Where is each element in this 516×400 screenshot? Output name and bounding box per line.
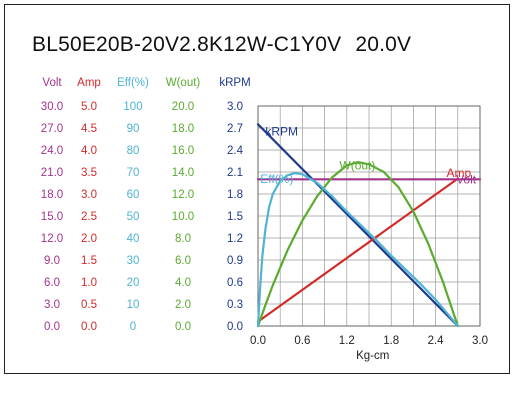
axis-tick-label: 18.0 [172, 123, 194, 135]
axis-tick-label: 20.0 [172, 101, 194, 113]
axis-tick-label: 18.0 [41, 189, 63, 201]
axis-tick-label: 2.4 [227, 145, 244, 157]
axis-tick-label: 10 [127, 299, 140, 311]
series-label-wout: W(out) [339, 159, 375, 173]
axis-tick-label: 4.0 [81, 145, 97, 157]
series-line-krpm [256, 123, 459, 328]
axis-tick-label: 1.2 [227, 233, 243, 245]
axis-tick-label: 0.5 [81, 299, 97, 311]
axis-tick-label: 0.3 [227, 299, 243, 311]
x-tick-label: 1.2 [339, 335, 355, 347]
axis-tick-label: 90 [127, 123, 140, 135]
axis-tick-label: 3.0 [227, 101, 243, 113]
series-label-krpm: kRPM [265, 124, 298, 138]
axis-tick-label: 2.0 [175, 299, 191, 311]
axis-tick-label: 2.1 [227, 167, 243, 179]
axis-tick-label: 8.0 [175, 233, 191, 245]
series-label-eff: Eff(%) [260, 172, 293, 186]
x-tick-label: 3.0 [472, 335, 488, 347]
axis-tick-label: 0.6 [227, 277, 243, 289]
axis-header-wout: W(out) [166, 77, 201, 89]
axis-tick-label: 14.0 [172, 167, 194, 179]
axis-tick-label: 24.0 [41, 145, 63, 157]
axis-tick-label: 30 [127, 255, 140, 267]
axis-tick-label: 6.0 [175, 255, 191, 267]
axis-tick-label: 1.8 [227, 189, 243, 201]
axis-tick-label: 50 [127, 211, 140, 223]
axis-header-volt: Volt [42, 77, 62, 89]
axis-header-eff: Eff(%) [117, 77, 149, 89]
x-tick-label: 1.8 [383, 335, 399, 347]
axis-tick-label: 3.5 [81, 167, 97, 179]
model-name: BL50E20B-20V2.8K12W-C1Y0V [32, 33, 342, 56]
series-line-wout [256, 161, 459, 328]
axis-tick-label: 2.5 [81, 211, 97, 223]
x-tick-label: 0.6 [294, 335, 310, 347]
axis-tick-label: 1.5 [227, 211, 243, 223]
axis-tick-label: 12.0 [41, 233, 63, 245]
axis-header-amp: Amp [77, 77, 101, 89]
rated-voltage: 20.0V [355, 33, 412, 56]
axis-tick-label: 12.0 [172, 189, 194, 201]
axis-tick-label: 0.0 [175, 321, 191, 333]
axis-tick-label: 70 [127, 167, 140, 179]
series-line-eff [256, 172, 459, 328]
axis-tick-label: 1.0 [81, 277, 97, 289]
axis-tick-label: 10.0 [172, 211, 194, 223]
axis-tick-label: 40 [127, 233, 140, 245]
axis-tick-label: 0 [130, 321, 136, 333]
x-tick-label: 0.0 [250, 335, 266, 347]
axis-tick-label: 3.0 [81, 189, 97, 201]
axis-tick-label: 6.0 [44, 277, 60, 289]
axis-tick-label: 9.0 [44, 255, 60, 267]
axis-tick-label: 60 [127, 189, 140, 201]
series-line-amp [256, 177, 459, 323]
series-label-amp: Amp [446, 166, 471, 180]
axis-tick-label: 30.0 [41, 101, 63, 113]
axis-tick-label: 2.7 [227, 123, 243, 135]
axis-tick-label: 4.5 [81, 123, 97, 135]
axis-tick-label: 15.0 [41, 211, 63, 223]
axis-tick-label: 20 [127, 277, 140, 289]
axis-tick-label: 3.0 [44, 299, 60, 311]
x-tick-label: 2.4 [428, 335, 445, 347]
axis-tick-label: 0.0 [81, 321, 97, 333]
axis-tick-label: 4.0 [175, 277, 191, 289]
axis-tick-label: 5.0 [81, 101, 97, 113]
x-axis-label: Kg-cm [356, 350, 389, 362]
axis-tick-label: 100 [123, 101, 142, 113]
axis-tick-label: 80 [127, 145, 140, 157]
axis-tick-label: 21.0 [41, 167, 63, 179]
chart-title: BL50E20B-20V2.8K12W-C1Y0V 20.0V [32, 33, 411, 57]
axis-tick-label: 0.0 [227, 321, 243, 333]
axis-tick-label: 1.5 [81, 255, 97, 267]
axis-header-krpm: kRPM [219, 77, 250, 89]
chart-frame [4, 4, 510, 374]
axis-tick-label: 0.0 [44, 321, 60, 333]
axis-tick-label: 0.9 [227, 255, 243, 267]
plot-area-border [257, 105, 481, 327]
axis-tick-label: 2.0 [81, 233, 97, 245]
series-label-volt: Volt [456, 172, 477, 186]
axis-tick-label: 16.0 [172, 145, 194, 157]
axis-tick-label: 27.0 [41, 123, 63, 135]
